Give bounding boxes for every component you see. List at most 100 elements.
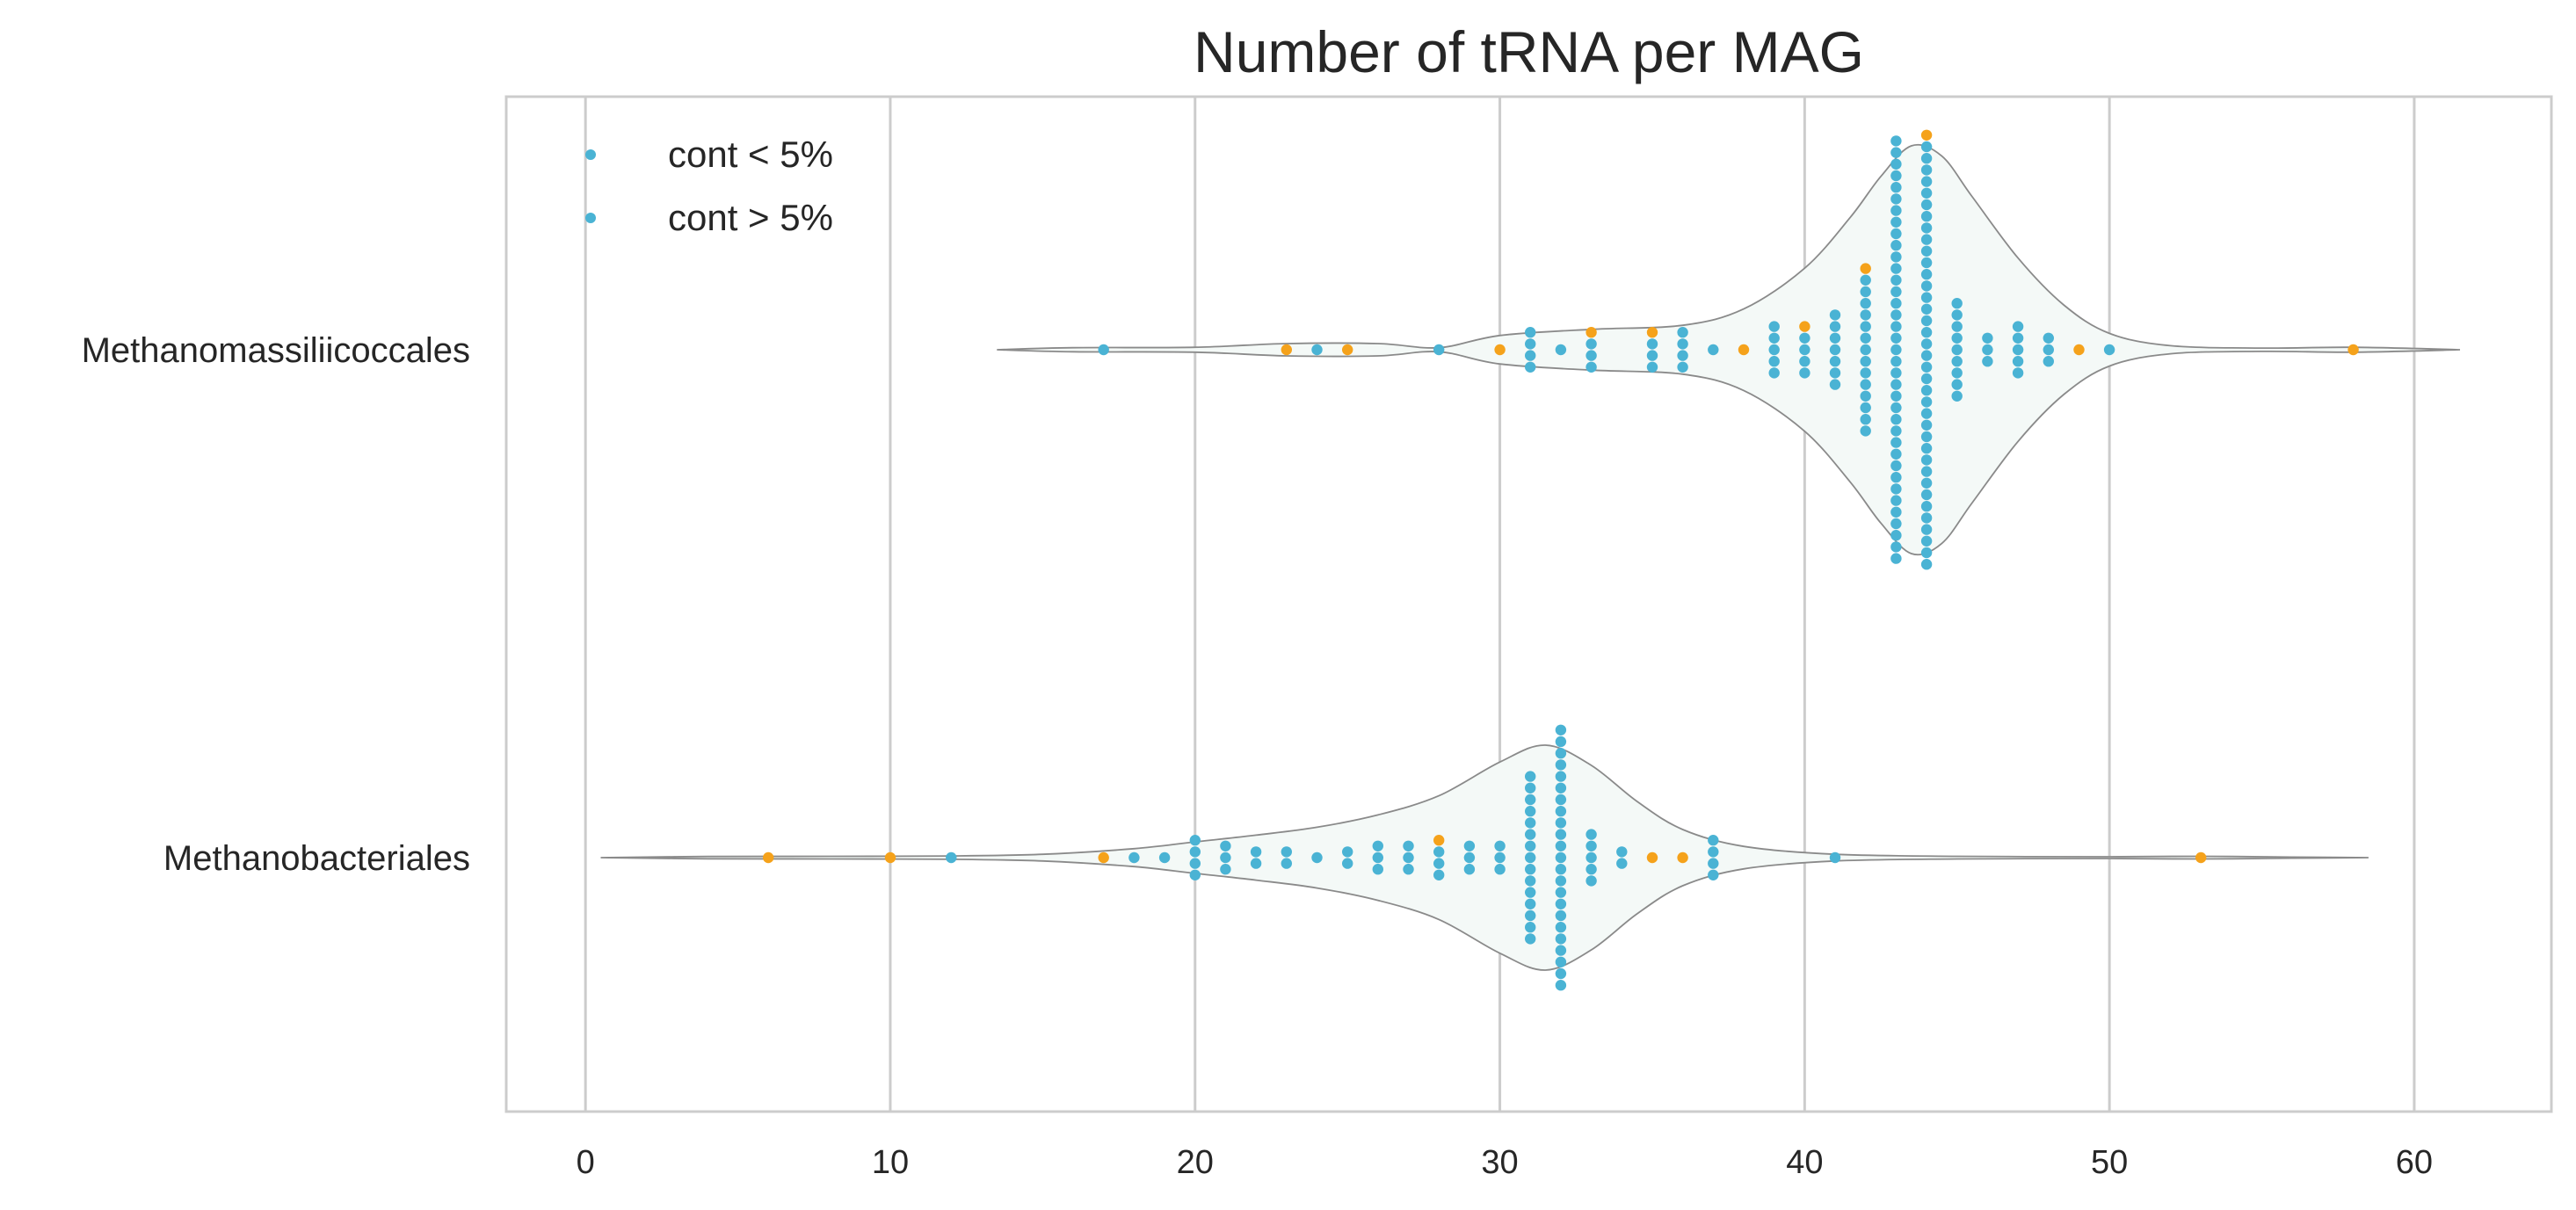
data-point <box>1646 350 1658 361</box>
chart-title: Number of tRNA per MAG <box>1194 19 1864 84</box>
data-point <box>1920 187 1933 199</box>
data-point <box>1555 748 1567 759</box>
x-tick-label: 30 <box>1481 1144 1518 1181</box>
data-point <box>1646 851 1658 864</box>
legend-label: cont > 5% <box>668 197 833 238</box>
data-point <box>2073 344 2085 356</box>
data-point <box>2347 344 2359 356</box>
data-point <box>1098 344 1109 356</box>
data-point <box>1586 338 1597 350</box>
data-point <box>1433 846 1445 858</box>
data-point <box>1555 817 1567 829</box>
data-point <box>1920 373 1933 385</box>
data-point <box>1890 182 1902 193</box>
data-point <box>1555 967 1567 980</box>
grid <box>584 97 2416 1112</box>
data-point <box>1708 835 1719 846</box>
data-point <box>1616 858 1628 869</box>
data-point <box>1951 379 1963 390</box>
data-point <box>946 851 957 864</box>
data-point <box>1982 344 1993 356</box>
data-point <box>1951 344 1963 356</box>
data-point <box>1860 425 1871 437</box>
data-point <box>1951 390 1963 402</box>
y-category-label: Methanomassiliicoccales <box>82 331 470 370</box>
data-point <box>1555 840 1567 851</box>
data-point <box>1494 840 1506 851</box>
data-point <box>1433 835 1445 846</box>
data-point <box>1586 361 1597 373</box>
data-point <box>1920 524 1933 535</box>
data-point <box>1890 460 1902 472</box>
data-point <box>1555 898 1567 909</box>
data-point <box>1463 864 1476 875</box>
data-point <box>1920 269 1933 280</box>
data-point <box>1768 321 1780 332</box>
data-point <box>1250 846 1262 858</box>
data-point <box>1920 419 1933 431</box>
data-point <box>1555 909 1567 922</box>
data-point <box>1342 858 1353 869</box>
data-point <box>2043 356 2054 367</box>
data-point <box>1890 506 1902 518</box>
data-point <box>1525 875 1536 887</box>
data-point <box>1646 338 1658 350</box>
data-point <box>1890 216 1902 228</box>
data-point <box>1890 483 1902 495</box>
data-point <box>1890 448 1902 460</box>
data-point <box>1920 408 1933 419</box>
data-point <box>1890 170 1902 182</box>
data-point <box>1890 135 1902 147</box>
data-point <box>1586 840 1597 851</box>
data-point <box>1494 864 1506 875</box>
data-point <box>1555 875 1567 887</box>
data-point <box>1525 829 1536 840</box>
data-point <box>1525 864 1536 875</box>
data-point <box>1920 489 1933 501</box>
data-point <box>1920 222 1933 234</box>
data-point <box>1920 141 1933 153</box>
data-point <box>1890 472 1902 483</box>
data-point <box>1982 356 1993 367</box>
data-point <box>1525 817 1536 829</box>
data-point <box>1890 518 1902 530</box>
data-point <box>1128 851 1140 864</box>
x-axis-ticks: 0 10 20 30 40 50 60 <box>577 1144 2433 1181</box>
data-point <box>2043 332 2054 344</box>
data-point <box>884 851 896 864</box>
data-point <box>1920 234 1933 245</box>
data-point <box>1799 344 1810 356</box>
data-point <box>2012 367 2024 379</box>
legend-marker <box>585 213 596 223</box>
data-point <box>1951 356 1963 367</box>
data-point <box>1890 309 1902 321</box>
legend-label: cont < 5% <box>668 134 833 175</box>
data-point <box>1890 344 1902 356</box>
data-point <box>1525 887 1536 898</box>
data-point <box>1920 350 1933 361</box>
data-point <box>1951 298 1963 309</box>
data-point <box>1920 512 1933 524</box>
data-point <box>1920 280 1933 292</box>
data-point <box>1920 153 1933 164</box>
data-point <box>1860 263 1871 274</box>
data-point <box>1890 402 1902 414</box>
data-point <box>1158 851 1171 864</box>
data-point <box>1738 344 1750 356</box>
data-point <box>1586 864 1597 875</box>
data-point <box>1890 437 1902 448</box>
data-point <box>1860 344 1871 356</box>
data-point <box>1951 367 1963 379</box>
data-point <box>1829 344 1841 356</box>
data-point <box>1555 980 1567 991</box>
data-point <box>1920 164 1933 176</box>
data-point <box>1829 309 1841 321</box>
data-point <box>1555 782 1567 793</box>
x-tick-label: 50 <box>2091 1144 2128 1181</box>
data-point <box>1890 274 1902 286</box>
data-point <box>1189 835 1201 846</box>
data-point <box>1525 909 1536 922</box>
data-point <box>1799 321 1810 332</box>
data-point <box>1646 327 1658 338</box>
data-point <box>1586 851 1597 864</box>
